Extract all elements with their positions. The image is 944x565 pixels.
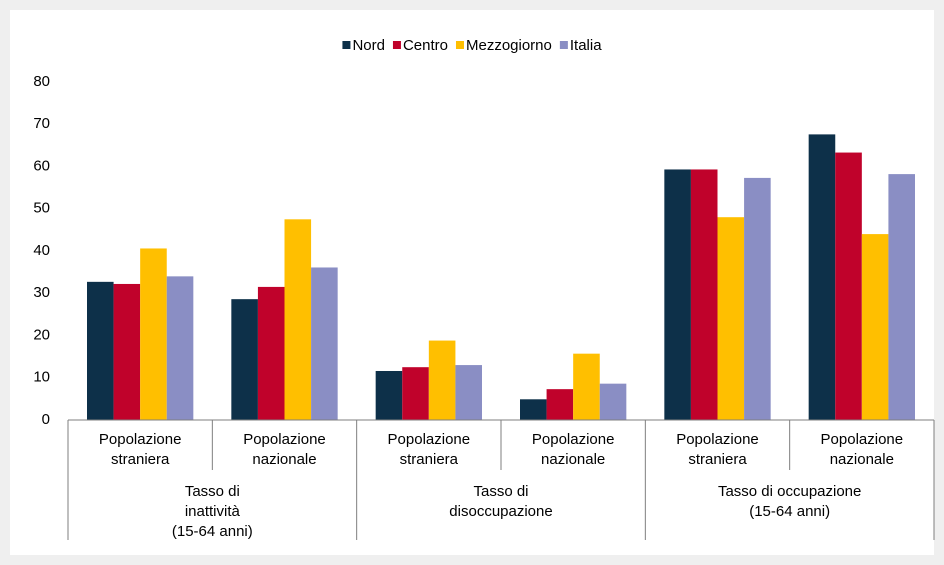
group-label: Tasso di <box>473 483 528 500</box>
legend-swatch <box>392 41 401 49</box>
bar <box>520 399 547 420</box>
bar <box>113 283 141 420</box>
legend-item: Mezzogiorno <box>455 37 552 54</box>
legend-item: Centro <box>392 37 448 54</box>
y-tick-label: 40 <box>33 242 50 259</box>
bar <box>599 383 627 420</box>
bar <box>546 389 574 420</box>
y-tick-label: 20 <box>33 326 50 343</box>
x-tick-label: Popolazione nazionale <box>532 431 615 468</box>
bar <box>87 281 114 420</box>
bar <box>744 177 771 420</box>
bar <box>888 174 915 420</box>
legend-swatch <box>559 41 568 49</box>
bar <box>455 365 482 420</box>
y-tick-label: 10 <box>33 369 50 386</box>
bar <box>835 152 862 420</box>
x-tick-label: Popolazione straniera <box>388 431 471 468</box>
y-tick-label: 30 <box>33 284 50 301</box>
y-tick-label: 0 <box>42 411 50 428</box>
y-tick-label: 70 <box>33 115 50 132</box>
bar <box>257 286 285 420</box>
y-tick-label: 80 <box>33 73 50 90</box>
bar <box>808 134 836 420</box>
group-label: (15-64 anni) <box>172 523 253 540</box>
group-label: (15-64 anni) <box>749 503 830 520</box>
bar <box>140 248 167 420</box>
legend-label: Nord <box>352 37 385 54</box>
group-label: inattività <box>185 503 241 520</box>
bar <box>375 370 403 420</box>
bar <box>311 267 338 420</box>
bar <box>166 276 194 420</box>
legend-label: Italia <box>570 37 602 54</box>
legend-swatch <box>455 41 464 49</box>
bar <box>573 353 600 420</box>
legend-item: Nord <box>342 37 385 54</box>
y-tick-label: 60 <box>33 157 50 174</box>
x-tick-label: Popolazione straniera <box>99 431 182 468</box>
x-tick-label: Popolazione nazionale <box>243 431 326 468</box>
y-tick-label: 50 <box>33 200 50 217</box>
legend-item: Italia <box>559 37 602 54</box>
bar <box>861 234 889 420</box>
bar <box>690 169 718 420</box>
legend-label: Centro <box>403 37 448 54</box>
bar <box>428 340 456 420</box>
legend-swatch <box>342 41 351 49</box>
bar <box>402 367 429 420</box>
group-label: Tasso di occupazione <box>718 483 861 500</box>
group-label: Tasso di <box>185 483 240 500</box>
legend-label: Mezzogiorno <box>466 37 552 54</box>
bar <box>284 219 312 420</box>
x-tick-label: Popolazione nazionale <box>821 431 904 468</box>
bar <box>231 299 258 420</box>
group-label: disoccupazione <box>449 503 552 520</box>
bar <box>664 169 691 420</box>
bar <box>717 217 745 420</box>
x-tick-label: Popolazione straniera <box>676 431 759 468</box>
